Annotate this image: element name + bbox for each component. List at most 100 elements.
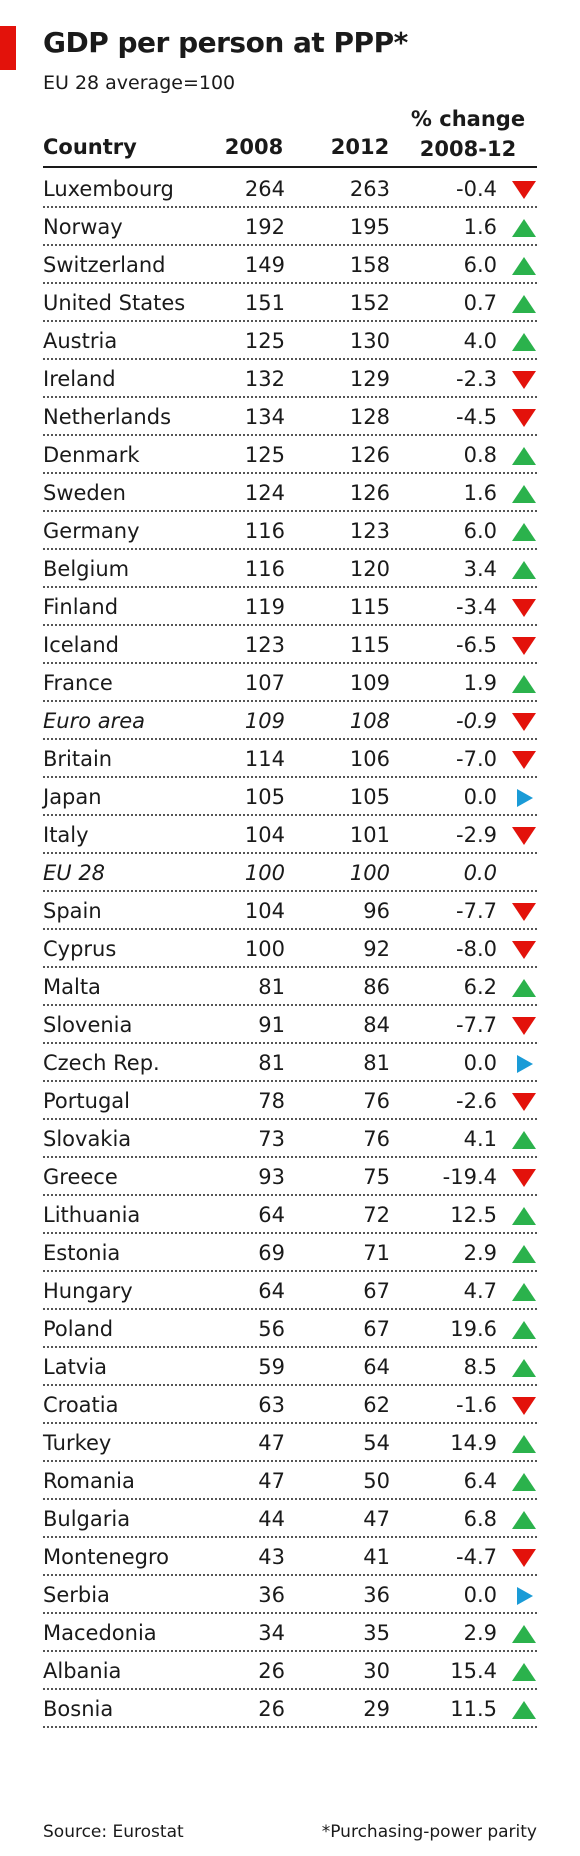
change-cell: -7.0 xyxy=(456,747,497,771)
value-2008-cell: 56 xyxy=(258,1317,285,1341)
triangle-down-icon xyxy=(512,903,536,921)
value-2008-cell: 192 xyxy=(244,215,285,239)
country-cell: Austria xyxy=(43,329,118,353)
change-cell: -7.7 xyxy=(456,1013,497,1037)
triangle-up-icon xyxy=(512,1435,536,1453)
change-cell: 4.7 xyxy=(463,1279,497,1303)
country-cell: Luxembourg xyxy=(43,177,174,201)
country-cell: United States xyxy=(43,291,186,315)
triangle-down-icon xyxy=(512,713,536,731)
change-cell: 0.0 xyxy=(463,1051,497,1075)
change-cell: -6.5 xyxy=(456,633,497,657)
table-row: Iceland 123 115 -6.5 xyxy=(43,626,537,664)
source-note: Source: Eurostat xyxy=(43,1822,184,1842)
value-2008-cell: 93 xyxy=(258,1165,285,1189)
change-cell: -0.9 xyxy=(456,709,497,733)
triangle-down-icon xyxy=(512,751,536,769)
column-header-change-line2: 2008-12 xyxy=(419,137,517,161)
value-2008-cell: 44 xyxy=(258,1507,285,1531)
country-cell: Belgium xyxy=(43,557,130,581)
value-2008-cell: 116 xyxy=(244,557,285,581)
value-2008-cell: 107 xyxy=(244,671,285,695)
change-cell: -2.6 xyxy=(456,1089,497,1113)
value-2012-cell: 35 xyxy=(363,1621,390,1645)
value-2008-cell: 151 xyxy=(244,291,285,315)
change-cell: -19.4 xyxy=(442,1165,497,1189)
table-row: Montenegro 43 41 -4.7 xyxy=(43,1538,537,1576)
triangle-up-icon xyxy=(512,1131,536,1149)
value-2012-cell: 62 xyxy=(363,1393,390,1417)
triangle-up-icon xyxy=(512,447,536,465)
triangle-up-icon xyxy=(512,485,536,503)
value-2008-cell: 124 xyxy=(244,481,285,505)
header-rule xyxy=(43,166,537,168)
triangle-down-icon xyxy=(512,1549,536,1567)
table-row: Malta 81 86 6.2 xyxy=(43,968,537,1006)
value-2012-cell: 47 xyxy=(363,1507,390,1531)
column-header-change-line1: % change xyxy=(410,107,526,131)
table-row: Bulgaria 44 47 6.8 xyxy=(43,1500,537,1538)
table-row: Serbia 36 36 0.0 xyxy=(43,1576,537,1614)
table-row: Finland 119 115 -3.4 xyxy=(43,588,537,626)
triangle-up-icon xyxy=(512,1207,536,1225)
value-2008-cell: 26 xyxy=(258,1659,285,1683)
value-2008-cell: 114 xyxy=(244,747,285,771)
change-cell: 6.0 xyxy=(463,253,497,277)
value-2012-cell: 152 xyxy=(349,291,390,315)
change-cell: 12.5 xyxy=(450,1203,497,1227)
table-row: Japan 105 105 0.0 xyxy=(43,778,537,816)
table-row: Macedonia 34 35 2.9 xyxy=(43,1614,537,1652)
change-cell: -1.6 xyxy=(456,1393,497,1417)
change-cell: 0.0 xyxy=(463,785,497,809)
value-2012-cell: 130 xyxy=(349,329,390,353)
value-2012-cell: 75 xyxy=(363,1165,390,1189)
data-table: Luxembourg 264 263 -0.4 Norway 192 195 1.6 Switz… xyxy=(43,170,537,1728)
column-header-2008: 2008 xyxy=(224,135,284,159)
value-2008-cell: 109 xyxy=(244,709,285,733)
brand-accent-bar xyxy=(0,26,16,70)
value-2008-cell: 125 xyxy=(244,443,285,467)
country-cell: Slovakia xyxy=(43,1127,132,1151)
country-cell: Macedonia xyxy=(43,1621,157,1645)
country-cell: Euro area xyxy=(43,709,146,733)
value-2012-cell: 101 xyxy=(349,823,390,847)
column-header-2012: 2012 xyxy=(330,135,390,159)
value-2012-cell: 41 xyxy=(363,1545,390,1569)
table-row: Bosnia 26 29 11.5 xyxy=(43,1690,537,1728)
country-cell: Finland xyxy=(43,595,119,619)
country-cell: EU 28 xyxy=(43,861,106,885)
value-2012-cell: 64 xyxy=(363,1355,390,1379)
triangle-down-icon xyxy=(512,1397,536,1415)
country-cell: Romania xyxy=(43,1469,135,1493)
triangle-up-icon xyxy=(512,675,536,693)
change-cell: -2.3 xyxy=(456,367,497,391)
change-cell: 6.8 xyxy=(463,1507,497,1531)
triangle-up-icon xyxy=(512,219,536,237)
change-cell: 0.7 xyxy=(463,291,497,315)
country-cell: Sweden xyxy=(43,481,126,505)
table-row: Belgium 116 120 3.4 xyxy=(43,550,537,588)
table-row: Italy 104 101 -2.9 xyxy=(43,816,537,854)
chart-title: GDP per person at PPP* xyxy=(43,26,408,59)
value-2012-cell: 129 xyxy=(349,367,390,391)
value-2008-cell: 63 xyxy=(258,1393,285,1417)
value-2008-cell: 104 xyxy=(244,823,285,847)
value-2008-cell: 91 xyxy=(258,1013,285,1037)
value-2012-cell: 263 xyxy=(349,177,390,201)
change-cell: -7.7 xyxy=(456,899,497,923)
change-cell: 1.6 xyxy=(463,481,497,505)
country-cell: Poland xyxy=(43,1317,114,1341)
change-cell: 2.9 xyxy=(463,1241,497,1265)
country-cell: Lithuania xyxy=(43,1203,141,1227)
triangle-up-icon xyxy=(512,523,536,541)
value-2012-cell: 108 xyxy=(349,709,390,733)
table-row: Turkey 47 54 14.9 xyxy=(43,1424,537,1462)
table-row: Euro area 109 108 -0.9 xyxy=(43,702,537,740)
change-cell: 1.9 xyxy=(463,671,497,695)
value-2012-cell: 92 xyxy=(363,937,390,961)
triangle-down-icon xyxy=(512,371,536,389)
triangle-down-icon xyxy=(512,637,536,655)
table-row: Ireland 132 129 -2.3 xyxy=(43,360,537,398)
table-row: Slovakia 73 76 4.1 xyxy=(43,1120,537,1158)
value-2008-cell: 64 xyxy=(258,1203,285,1227)
